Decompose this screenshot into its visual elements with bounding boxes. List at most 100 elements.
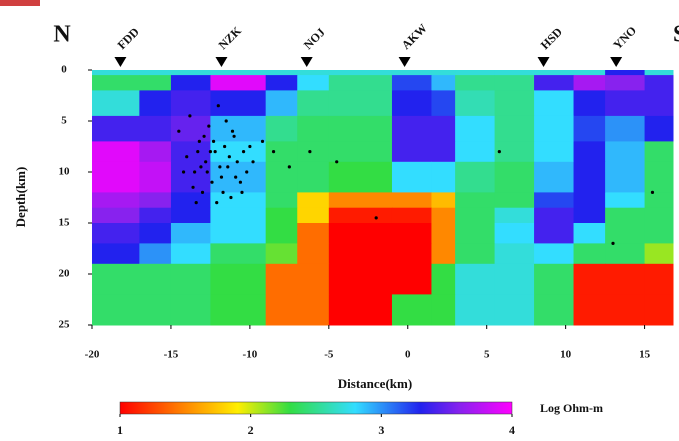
x-tick-label: -20 xyxy=(85,349,100,361)
colorbar-tick-label: 3 xyxy=(378,423,384,437)
earthquake xyxy=(223,144,227,149)
earthquake xyxy=(197,139,201,143)
cell xyxy=(297,223,330,244)
cell xyxy=(431,90,456,117)
earthquake xyxy=(251,160,255,164)
cell xyxy=(265,207,298,224)
cell xyxy=(431,70,456,76)
cell xyxy=(455,75,496,91)
station-marker xyxy=(610,57,623,67)
cell xyxy=(455,243,496,265)
cell xyxy=(605,192,646,209)
earthquake xyxy=(611,241,615,245)
cell xyxy=(605,90,646,117)
earthquake xyxy=(194,201,198,205)
cell xyxy=(328,161,393,193)
cell xyxy=(455,141,496,163)
cell xyxy=(297,243,330,265)
earthquake xyxy=(191,185,195,189)
earthquake xyxy=(202,134,206,138)
earthquake xyxy=(229,195,233,200)
colorbar-tick-label: 1 xyxy=(117,423,123,437)
cell xyxy=(210,243,267,265)
cell xyxy=(573,223,606,244)
cell xyxy=(92,192,140,209)
colorbar xyxy=(119,401,513,415)
earthquake xyxy=(213,150,217,154)
cell xyxy=(494,115,535,142)
cell xyxy=(139,90,172,117)
cell xyxy=(455,223,496,244)
cell xyxy=(431,263,456,295)
cell xyxy=(431,161,456,193)
station-marker xyxy=(300,57,313,67)
earthquake xyxy=(240,190,244,194)
cell xyxy=(644,75,674,91)
cell xyxy=(494,161,535,193)
cell xyxy=(494,263,535,295)
cell xyxy=(573,243,606,265)
earthquake xyxy=(205,170,209,174)
cell xyxy=(605,243,646,265)
earthquake xyxy=(227,155,231,159)
earthquake xyxy=(181,170,186,174)
cell xyxy=(297,192,330,209)
cell xyxy=(210,294,267,326)
cell xyxy=(265,223,298,244)
cell xyxy=(573,141,606,163)
cell xyxy=(210,207,267,224)
cell xyxy=(605,263,646,295)
cell xyxy=(328,70,393,76)
cell xyxy=(297,207,330,224)
cell xyxy=(494,75,535,91)
earthquake xyxy=(199,165,203,169)
cell xyxy=(297,75,330,91)
station-marker xyxy=(537,57,550,67)
cell xyxy=(170,243,211,265)
cell xyxy=(139,223,172,244)
cell xyxy=(644,90,674,117)
earthquake xyxy=(241,150,246,154)
heatmap xyxy=(92,70,674,326)
cell xyxy=(139,243,172,265)
cell xyxy=(605,223,646,244)
earthquake xyxy=(188,114,192,118)
cell xyxy=(534,263,575,295)
cell xyxy=(605,75,646,91)
cell xyxy=(391,243,432,265)
cell xyxy=(139,75,172,91)
cell xyxy=(534,70,575,76)
cell xyxy=(297,115,330,142)
cell xyxy=(431,294,456,326)
cell xyxy=(170,161,211,193)
y-tick-label: 0 xyxy=(61,64,67,76)
cell xyxy=(455,161,496,193)
station-label: NOJ xyxy=(301,25,328,52)
x-tick-label: 15 xyxy=(639,349,651,361)
cell xyxy=(139,141,172,163)
cell xyxy=(534,223,575,244)
cell xyxy=(644,192,674,209)
north-label: N xyxy=(53,22,71,48)
cell xyxy=(92,141,140,163)
cell xyxy=(170,192,211,209)
earthquake xyxy=(208,150,213,154)
earthquake xyxy=(232,134,236,138)
cell xyxy=(92,294,140,326)
cell xyxy=(139,192,172,209)
cell xyxy=(573,263,606,295)
cell xyxy=(605,141,646,163)
cell xyxy=(455,70,496,76)
cell xyxy=(605,115,646,142)
cell xyxy=(455,115,496,142)
corner-mark xyxy=(0,0,40,6)
cell xyxy=(265,70,298,76)
cell xyxy=(644,161,674,193)
y-tick-label: 20 xyxy=(59,268,71,280)
cell xyxy=(391,75,432,91)
y-axis-label: Depth(km) xyxy=(13,167,28,228)
cell xyxy=(644,115,674,142)
station-marker xyxy=(215,57,228,67)
x-tick-label: -15 xyxy=(164,349,179,361)
cell xyxy=(494,207,535,224)
